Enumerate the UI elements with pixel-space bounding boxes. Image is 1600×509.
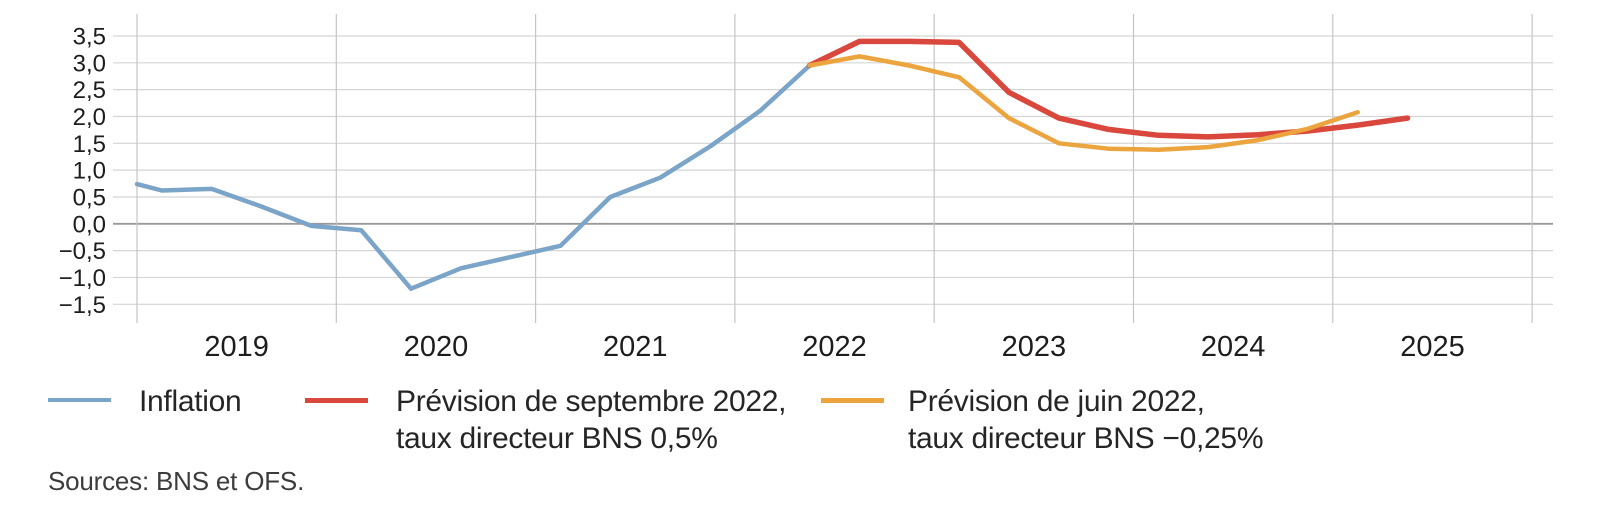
legend-swatch-forecast-june-2022 (821, 398, 884, 403)
y-tick-label: 0,0 (73, 211, 106, 238)
legend-label-line1: Prévision de juin 2022, (908, 385, 1205, 418)
x-tick-label: 2022 (802, 331, 867, 363)
legend-swatch-inflation (48, 398, 111, 402)
legend-label-line2: taux directeur BNS 0,5% (396, 422, 718, 455)
x-tick-label: 2020 (404, 331, 469, 363)
x-tick-label: 2024 (1201, 331, 1266, 363)
legend-label-inflation: Inflation (139, 383, 242, 420)
x-tick-label: 2019 (204, 331, 269, 363)
legend-item-inflation: Inflation (48, 383, 242, 420)
y-tick-label: 2,0 (73, 104, 106, 131)
x-tick-label: 2021 (603, 331, 668, 363)
y-tick-label: −1,0 (59, 265, 106, 292)
legend-label-forecast-june-2022: Prévision de juin 2022, taux directeur B… (908, 383, 1264, 457)
y-tick-label: 3,0 (73, 50, 106, 77)
legend-label-line2: taux directeur BNS −0,25% (908, 422, 1264, 455)
legend-swatch-forecast-september-2022 (305, 398, 368, 403)
x-tick-label: 2023 (1002, 331, 1067, 363)
y-tick-label: 1,0 (73, 158, 106, 185)
series-line-2 (807, 54, 1360, 152)
y-tick-label: 1,5 (73, 131, 106, 158)
inflation-chart-plot: 3,53,02,52,01,51,00,50,0−0,5−1,0−1,5 2019… (59, 14, 1553, 363)
y-tick-label: 2,5 (73, 77, 106, 104)
legend-label-line1: Inflation (139, 385, 242, 418)
sources-note: Sources: BNS et OFS. (48, 466, 305, 496)
legend-label-forecast-september-2022: Prévision de septembre 2022, taux direct… (396, 383, 786, 457)
legend-label-line1: Prévision de septembre 2022, (396, 385, 787, 418)
y-tick-label: 0,5 (73, 184, 106, 211)
x-tick-label: 2025 (1400, 331, 1465, 363)
series-line-0 (134, 63, 812, 291)
y-tick-label: −1,5 (59, 292, 106, 319)
y-tick-label: 3,5 (73, 23, 106, 50)
legend-item-forecast-september-2022: Prévision de septembre 2022, taux direct… (305, 383, 786, 457)
y-tick-label: −0,5 (59, 238, 106, 265)
legend-item-forecast-june-2022: Prévision de juin 2022, taux directeur B… (821, 383, 1264, 457)
